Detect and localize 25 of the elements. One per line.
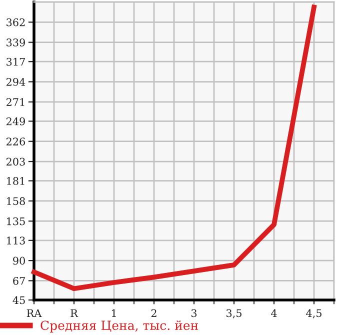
y-tick-label: 135 [7, 217, 25, 226]
x-tick-label: 3 [191, 309, 197, 318]
x-tick-label: 4,5 [306, 309, 322, 318]
x-tick-label: RA [26, 309, 42, 317]
legend-label: Средняя Цена, тыс. йен [40, 320, 198, 332]
y-tick-label: 249 [6, 117, 25, 126]
y-tick-label: 226 [6, 138, 26, 146]
y-tick-label: 67 [13, 276, 25, 285]
y-tick-label: 362 [6, 18, 25, 26]
y-tick-label: 271 [6, 98, 24, 106]
x-tick-label: R [70, 309, 78, 317]
y-tick-label: 203 [6, 158, 25, 166]
x-tick-label: 4 [271, 309, 277, 317]
y-tick-label: 90 [13, 256, 25, 265]
y-tick-label: 317 [6, 58, 25, 66]
y-tick-label: 181 [7, 177, 24, 185]
y-tick-label: 113 [7, 236, 25, 245]
y-tick-label: 45 [12, 296, 25, 304]
y-tick-label: 294 [6, 78, 26, 86]
x-tick-label: 3,5 [226, 309, 242, 318]
y-tick-label: 339 [6, 38, 25, 46]
x-tick-label: 1 [112, 309, 116, 317]
x-tick-label: 2 [151, 309, 156, 317]
y-tick-label: 158 [7, 197, 25, 206]
line-series [32, 4, 316, 292]
